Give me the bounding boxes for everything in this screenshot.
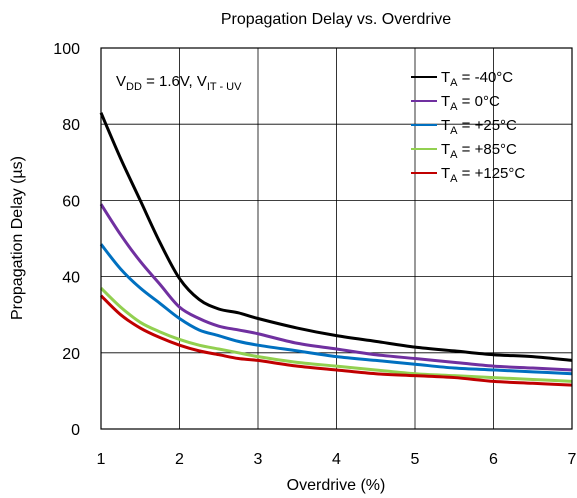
condition-annotation: VDD = 1.6V, VIT - UV — [116, 73, 242, 93]
x-tick-label-0: 1 — [97, 451, 106, 468]
x-tick-label-4: 5 — [411, 451, 420, 468]
series-line-2 — [99, 243, 573, 376]
x-tick-labels: 1 2 3 4 5 6 7 — [97, 451, 577, 468]
x-axis-label: Overdrive (%) — [287, 477, 386, 494]
series-line-4 — [99, 294, 573, 387]
y-tick-label-0: 0 — [71, 422, 80, 439]
legend-item-0: TA = -40°C — [411, 69, 513, 89]
legend-label-2: TA = +25°C — [441, 117, 517, 137]
series-line-0 — [99, 112, 573, 362]
legend-item-1: TA = 0°C — [411, 93, 500, 113]
series-lines — [99, 112, 573, 387]
legend: TA = -40°C TA = 0°C TA = +25°C TA = +85°C TA… — [411, 69, 525, 185]
y-tick-label-5: 100 — [53, 41, 80, 58]
legend-label-1: TA = 0°C — [441, 93, 500, 113]
legend-item-3: TA = +85°C — [411, 141, 517, 161]
x-tick-label-6: 7 — [568, 451, 577, 468]
y-axis-label: Propagation Delay (µs) — [9, 156, 26, 320]
legend-item-2: TA = +25°C — [411, 117, 517, 137]
y-tick-label-4: 80 — [62, 117, 80, 134]
series-line-3 — [99, 286, 573, 383]
x-tick-label-1: 2 — [175, 451, 184, 468]
y-tick-label-3: 60 — [62, 193, 80, 210]
plot-frame — [100, 47, 573, 430]
x-tick-label-3: 4 — [332, 451, 341, 468]
y-tick-label-2: 40 — [62, 270, 80, 287]
legend-item-4: TA = +125°C — [411, 165, 525, 185]
y-tick-labels: 0 20 40 60 80 100 — [53, 41, 80, 439]
x-tick-label-2: 3 — [254, 451, 263, 468]
legend-label-3: TA = +85°C — [441, 141, 517, 161]
chart-title: Propagation Delay vs. Overdrive — [221, 11, 451, 28]
legend-label-0: TA = -40°C — [441, 69, 513, 89]
legend-label-4: TA = +125°C — [441, 165, 525, 185]
x-tick-label-5: 6 — [489, 451, 498, 468]
y-tick-label-1: 20 — [62, 346, 80, 363]
series-line-1 — [99, 203, 573, 372]
